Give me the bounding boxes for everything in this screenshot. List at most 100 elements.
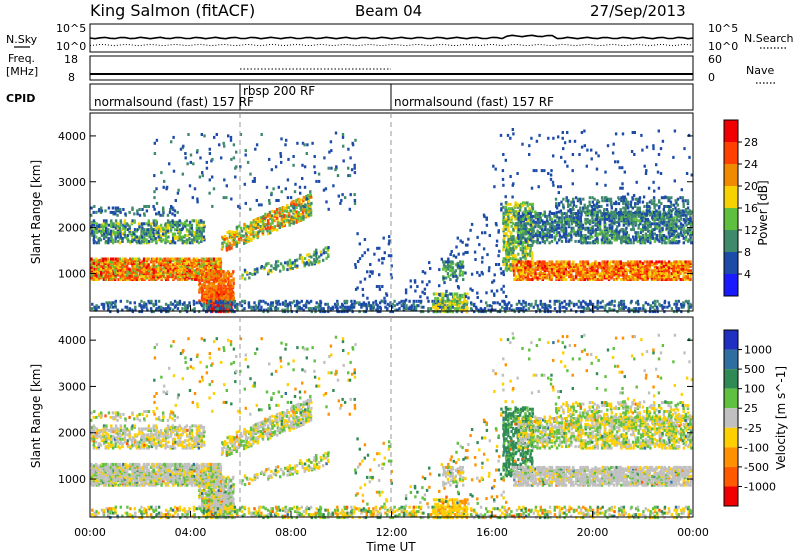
power-cell — [230, 139, 232, 142]
power-cell — [101, 209, 103, 212]
power-cell — [126, 222, 128, 225]
power-cell — [304, 165, 306, 168]
power-cell — [315, 252, 317, 255]
power-cell — [223, 241, 225, 244]
power-cell — [526, 201, 528, 204]
power-cell — [245, 202, 247, 205]
power-cell — [319, 300, 321, 303]
power-cell — [639, 260, 641, 263]
power-cell — [437, 297, 439, 300]
power-cell — [565, 303, 567, 306]
power-cell — [338, 195, 340, 198]
power-cell — [428, 280, 430, 283]
station-title: King Salmon (fitACF) — [90, 1, 255, 20]
power-cell — [505, 228, 507, 231]
power-cell — [199, 276, 201, 279]
power-cell — [162, 214, 164, 217]
power-cell — [107, 231, 109, 234]
power-cell — [608, 307, 610, 310]
power-cell — [213, 136, 215, 139]
power-cell — [119, 258, 121, 261]
power-cell — [481, 261, 483, 264]
power-cell — [155, 219, 157, 222]
power-cell — [196, 231, 198, 234]
power-cell — [175, 199, 177, 202]
power-cell — [494, 301, 496, 304]
power-cell — [336, 300, 338, 303]
power-cell — [155, 237, 157, 240]
power-cell — [483, 247, 485, 250]
power-cell — [191, 230, 193, 233]
power-cell — [177, 307, 179, 310]
power-cell — [516, 203, 518, 206]
power-cell — [310, 202, 312, 205]
power-cell — [199, 176, 201, 179]
power-cell — [558, 260, 560, 263]
power-cell — [605, 269, 607, 272]
power-cell — [146, 209, 148, 212]
power-cell — [203, 306, 205, 309]
power-cell — [282, 301, 284, 304]
power-cell — [235, 165, 237, 168]
power-cell — [305, 214, 307, 217]
power-cell — [135, 240, 137, 243]
power-cell — [288, 212, 290, 215]
power-cell — [284, 303, 286, 306]
power-cell — [293, 220, 295, 223]
power-cell — [541, 219, 543, 222]
power-cell — [426, 296, 428, 299]
power-cell — [230, 273, 232, 276]
power-cell — [599, 228, 601, 231]
power-cell — [522, 300, 524, 303]
power-cell — [301, 164, 303, 167]
freq-hi: 18 — [64, 53, 78, 66]
power-cell — [401, 300, 403, 303]
power-cell — [274, 225, 276, 228]
power-cell — [398, 307, 400, 310]
power-cell — [548, 214, 550, 217]
power-cell — [189, 184, 191, 187]
power-cell — [604, 236, 606, 239]
power-cell — [505, 266, 507, 269]
power-cell — [342, 145, 344, 148]
power-cell — [310, 214, 312, 217]
power-cell — [248, 301, 250, 304]
power-cell — [171, 212, 173, 215]
power-cell — [166, 186, 168, 189]
power-cell — [153, 196, 155, 199]
power-cell — [110, 236, 112, 239]
power-cell — [644, 271, 646, 274]
power-cell — [561, 301, 563, 304]
power-cell — [456, 295, 458, 298]
power-cell — [175, 304, 177, 307]
power-cell — [549, 300, 551, 303]
power-cell — [202, 174, 204, 177]
power-cell — [292, 200, 294, 203]
power-cell — [140, 300, 142, 303]
power-cell — [589, 241, 591, 244]
power-cell — [366, 270, 368, 273]
power-cell — [384, 251, 386, 254]
freq-label: Freq. — [8, 52, 35, 65]
power-cell — [110, 211, 112, 214]
power-cell — [635, 307, 637, 310]
power-cell — [129, 307, 131, 310]
power-cell — [520, 234, 522, 237]
power-cell — [155, 212, 157, 215]
power-cell — [151, 236, 153, 239]
power-cell — [133, 233, 135, 236]
power-cell — [174, 214, 176, 217]
power-cell — [95, 307, 97, 310]
power-cell — [318, 260, 320, 263]
power-cell — [546, 231, 548, 234]
power-cell — [281, 218, 283, 221]
beam-label: Beam 04 — [355, 2, 422, 20]
power-cell — [313, 165, 315, 168]
power-cell — [286, 268, 288, 271]
power-cell — [277, 264, 279, 267]
power-cell — [639, 307, 641, 310]
power-cell — [507, 226, 509, 229]
power-cell — [322, 307, 324, 310]
power-cell — [537, 238, 539, 241]
